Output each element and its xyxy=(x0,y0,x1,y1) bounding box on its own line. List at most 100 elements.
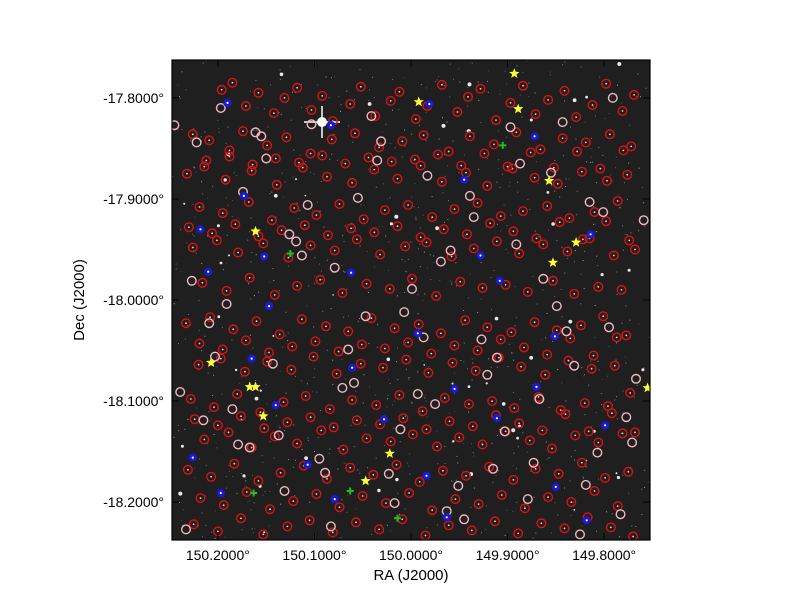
noise-pixel xyxy=(487,80,488,82)
source-dot xyxy=(458,436,461,439)
noise-pixel xyxy=(444,221,445,223)
noise-pixel xyxy=(359,69,361,70)
noise-pixel xyxy=(506,136,508,138)
red-circle-marker xyxy=(625,388,636,399)
noise-pixel xyxy=(617,84,618,86)
noise-pixel xyxy=(201,512,203,514)
red-circle-marker xyxy=(529,317,540,328)
noise-pixel xyxy=(408,465,410,467)
noise-pixel xyxy=(362,402,364,404)
source-dot xyxy=(590,367,593,370)
noise-pixel xyxy=(247,501,249,503)
pink-circle-marker xyxy=(631,373,642,384)
red-circle-marker xyxy=(357,491,368,502)
source-dot xyxy=(351,181,353,184)
noise-pixel xyxy=(312,209,314,211)
noise-pixel xyxy=(409,473,411,475)
noise-pixel xyxy=(268,525,270,527)
noise-pixel xyxy=(580,303,582,305)
source-dot xyxy=(291,345,294,348)
red-circle-marker xyxy=(374,142,385,153)
noise-pixel xyxy=(514,286,516,288)
noise-pixel xyxy=(451,281,453,283)
noise-pixel xyxy=(330,77,332,79)
red-circle-marker xyxy=(470,365,481,376)
noise-pixel xyxy=(424,397,426,399)
source-dot xyxy=(321,95,324,97)
noise-pixel xyxy=(527,380,529,382)
noise-pixel xyxy=(622,412,624,414)
noise-pixel xyxy=(584,374,585,376)
noise-pixel xyxy=(187,325,189,327)
noise-pixel xyxy=(536,468,538,470)
red-circle-marker xyxy=(554,217,565,228)
red-circle-marker xyxy=(232,389,243,400)
noise-pixel xyxy=(233,172,235,174)
noise-pixel xyxy=(221,326,223,328)
noise-pixel xyxy=(319,210,321,212)
red-circle-marker xyxy=(593,437,604,448)
noise-pixel xyxy=(387,398,389,400)
source-dot xyxy=(513,407,516,409)
faint-star xyxy=(219,261,223,265)
noise-pixel xyxy=(426,87,427,89)
red-circle-marker xyxy=(366,313,377,324)
yellow-star-marker xyxy=(244,381,255,392)
noise-pixel xyxy=(642,187,643,188)
red-circle-marker xyxy=(253,231,264,242)
noise-pixel xyxy=(377,324,379,326)
source-dot xyxy=(408,492,410,494)
red-circle-marker xyxy=(564,213,575,224)
red-circle-marker xyxy=(240,100,251,111)
red-circle-marker xyxy=(392,221,403,232)
noise-pixel xyxy=(309,501,311,503)
noise-pixel xyxy=(564,100,565,102)
source-dot xyxy=(417,323,420,326)
source-dot xyxy=(567,359,570,362)
noise-pixel xyxy=(633,222,634,223)
noise-pixel xyxy=(321,270,322,272)
source-dot xyxy=(280,229,283,232)
noise-pixel xyxy=(512,352,514,354)
noise-pixel xyxy=(193,235,195,237)
source-dot xyxy=(533,176,536,179)
source-dot xyxy=(378,146,380,149)
noise-pixel xyxy=(306,305,308,307)
pink-circle-marker xyxy=(580,479,591,490)
red-circle-marker xyxy=(530,109,541,120)
red-circle-marker xyxy=(536,518,547,529)
noise-pixel xyxy=(286,235,288,237)
noise-pixel xyxy=(459,438,461,440)
pink-circle-marker xyxy=(337,382,348,393)
noise-pixel xyxy=(331,271,333,273)
red-circle-marker xyxy=(220,174,231,185)
noise-pixel xyxy=(495,475,497,477)
noise-pixel xyxy=(194,467,195,469)
faint-star xyxy=(178,491,183,496)
red-circle-marker xyxy=(355,358,366,369)
red-circle-marker xyxy=(401,354,412,365)
source-dot xyxy=(568,217,571,220)
noise-pixel xyxy=(194,477,196,479)
source-dot xyxy=(298,161,300,164)
source-dot xyxy=(481,443,484,446)
noise-pixel xyxy=(313,326,315,328)
red-circle-marker xyxy=(447,357,458,368)
noise-pixel xyxy=(616,418,618,420)
red-circle-marker xyxy=(368,469,379,480)
faint-star xyxy=(279,72,284,77)
noise-pixel xyxy=(502,173,503,175)
noise-pixel xyxy=(375,457,377,459)
red-circle-marker xyxy=(595,163,606,174)
red-circle-marker xyxy=(407,429,418,440)
noise-pixel xyxy=(195,253,197,255)
red-circle-marker xyxy=(292,438,303,449)
faint-star xyxy=(568,319,573,324)
noise-pixel xyxy=(346,511,348,513)
red-circle-marker xyxy=(518,206,529,217)
source-dot xyxy=(189,398,192,400)
noise-pixel xyxy=(598,369,600,371)
red-circle-marker xyxy=(346,223,357,234)
noise-pixel xyxy=(330,308,332,310)
noise-pixel xyxy=(627,198,629,200)
